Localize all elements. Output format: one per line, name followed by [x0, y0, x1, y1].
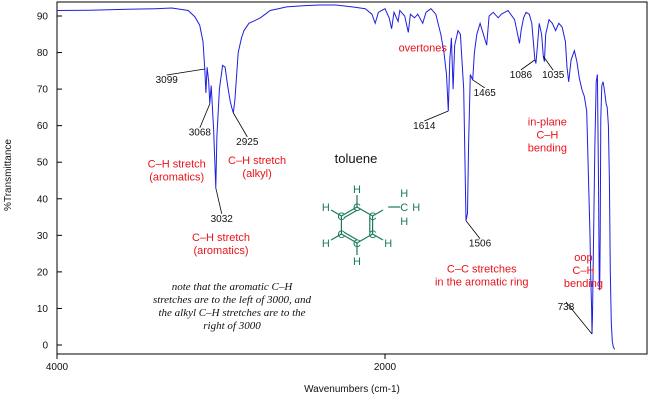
atom-label: C	[337, 229, 345, 241]
y-tick-label: 50	[37, 158, 49, 169]
substituent-bond	[330, 233, 342, 241]
y-tick-label: 0	[42, 341, 48, 352]
y-axis-ticks: 0 10 20 30 40 50 60 70 80 90	[37, 12, 62, 352]
peak-label: 1506	[469, 239, 492, 250]
x-tick-label: 4000	[46, 362, 69, 373]
annotation-line: C–H	[536, 130, 558, 142]
ring-bond	[356, 206, 373, 217]
peak-label: 738	[558, 302, 575, 313]
peak-leader	[565, 301, 593, 335]
atom-label: H	[400, 188, 408, 200]
atom-label: C	[353, 238, 361, 250]
atom-label: C	[369, 211, 377, 223]
y-tick-label: 80	[37, 48, 49, 59]
atom-label: H	[384, 238, 392, 250]
annotation-line: in the aromatic ring	[435, 277, 529, 289]
peak-leader	[232, 112, 248, 138]
double-bond	[343, 231, 358, 241]
atom-label: H	[322, 238, 330, 250]
annotation-line: overtones	[399, 42, 448, 54]
atom-label: H	[322, 202, 330, 214]
peak-leader	[199, 103, 211, 128]
atom-label: H	[353, 256, 361, 268]
peak-leader	[465, 220, 481, 239]
annotation-line: C–H stretch	[228, 155, 286, 167]
peak-labels: 3099 3068 2925 3032 1614 1465 1086 1035 1506 738	[156, 55, 593, 335]
atom-label: H	[353, 184, 361, 196]
peak-label: 1614	[413, 121, 436, 132]
atom-label: H	[412, 202, 420, 214]
annotation-line: C–H stretch	[192, 232, 250, 244]
double-bond	[343, 209, 358, 219]
x-axis-ticks: 4000 2000	[46, 354, 397, 373]
annotation-line: (alkyl)	[242, 168, 271, 180]
atom-label: H	[400, 216, 408, 228]
annotation-line: (aromatics)	[193, 245, 248, 257]
note-line: right of 3000	[203, 320, 261, 332]
y-axis-label: %Transmittance	[3, 139, 14, 211]
peak-label: 1465	[474, 88, 497, 99]
peak-leader	[166, 68, 205, 76]
substituent-bond	[330, 209, 342, 217]
peak-label: 1035	[542, 70, 565, 81]
y-tick-label: 70	[37, 85, 49, 96]
y-tick-label: 90	[37, 12, 49, 23]
y-tick-label: 10	[37, 304, 49, 315]
x-axis-label: Wavenumbers (cm-1)	[304, 384, 400, 395]
peak-leader	[520, 59, 536, 71]
ring-bond	[356, 233, 373, 244]
atom-label: C	[369, 229, 377, 241]
band-annotations: C–H stretch(aromatics)C–H stretch(alkyl)…	[148, 42, 603, 289]
y-tick-label: 20	[37, 267, 49, 278]
peak-label: 3068	[189, 128, 212, 139]
annotation-line: bending	[528, 143, 567, 155]
peak-leader	[215, 187, 223, 214]
x-tick-label: 2000	[374, 362, 397, 373]
annotation-line: C–C stretches	[447, 264, 517, 276]
ring-bond	[341, 206, 358, 217]
ring-bond	[341, 233, 358, 244]
note-line: note that the aromatic C–H	[172, 281, 294, 293]
y-tick-label: 30	[37, 231, 49, 242]
annotation-line: oop	[574, 252, 592, 264]
atom-label: C	[353, 202, 361, 214]
peak-leader	[542, 55, 554, 71]
peak-leader	[472, 79, 485, 89]
substituent-bond	[372, 209, 384, 217]
substituent-bond	[372, 233, 384, 241]
atom-label: C	[400, 202, 408, 214]
atom-label: C	[337, 211, 345, 223]
y-tick-label: 40	[37, 194, 49, 205]
peak-label: 1086	[510, 70, 533, 81]
peak-label: 3032	[211, 214, 234, 225]
annotation-line: in-plane	[528, 117, 567, 129]
spectrum-line	[56, 4, 616, 350]
annotation-line: C–H	[572, 265, 594, 277]
chart-title: toluene	[335, 151, 378, 166]
peak-label: 2925	[236, 137, 259, 148]
spectrum-series	[56, 4, 616, 350]
annotation-line: C–H stretch	[148, 159, 206, 171]
note-line: stretches are to the left of 3000, and	[153, 294, 312, 306]
annotation-line: (aromatics)	[149, 172, 204, 184]
peak-leader	[424, 110, 449, 122]
y-tick-label: 60	[37, 121, 49, 132]
note-line: the alkyl C–H stretches are to the	[158, 307, 305, 319]
peak-label: 3099	[156, 75, 179, 86]
annotation-line: bending	[564, 278, 603, 290]
